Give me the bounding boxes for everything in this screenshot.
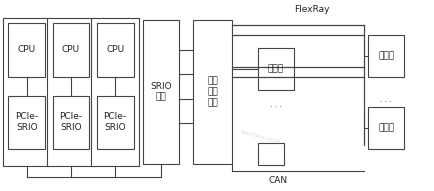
- Text: PCIe-
SRIO: PCIe- SRIO: [59, 112, 82, 132]
- Text: FlexRay: FlexRay: [294, 5, 330, 15]
- Text: CAN: CAN: [268, 176, 287, 185]
- Bar: [258, 143, 284, 165]
- Bar: [53, 96, 89, 149]
- Bar: [258, 48, 293, 90]
- Text: 传感器: 传感器: [378, 51, 394, 60]
- Text: 总线
接口
单元: 总线 接口 单元: [207, 76, 218, 107]
- Text: CPU: CPU: [106, 45, 124, 54]
- Bar: [193, 20, 232, 164]
- Bar: [144, 20, 179, 164]
- Text: · · ·: · · ·: [270, 103, 282, 112]
- Text: · · ·: · · ·: [380, 98, 392, 107]
- Bar: [97, 23, 134, 77]
- Bar: [9, 23, 45, 77]
- Text: 传感器: 传感器: [268, 64, 284, 74]
- Text: PCIe-
SRIO: PCIe- SRIO: [15, 112, 39, 132]
- Bar: [3, 18, 50, 166]
- Text: elecfans.com: elecfans.com: [240, 129, 281, 145]
- Text: CPU: CPU: [18, 45, 36, 54]
- Bar: [47, 18, 95, 166]
- Bar: [91, 18, 139, 166]
- Bar: [53, 23, 89, 77]
- Bar: [368, 35, 404, 77]
- Text: PCIe-
SRIO: PCIe- SRIO: [104, 112, 127, 132]
- Text: SRIO
交换: SRIO 交换: [150, 82, 172, 102]
- Text: 传感器: 传感器: [378, 123, 394, 132]
- Bar: [97, 96, 134, 149]
- Bar: [9, 96, 45, 149]
- Bar: [368, 107, 404, 149]
- Text: CPU: CPU: [62, 45, 80, 54]
